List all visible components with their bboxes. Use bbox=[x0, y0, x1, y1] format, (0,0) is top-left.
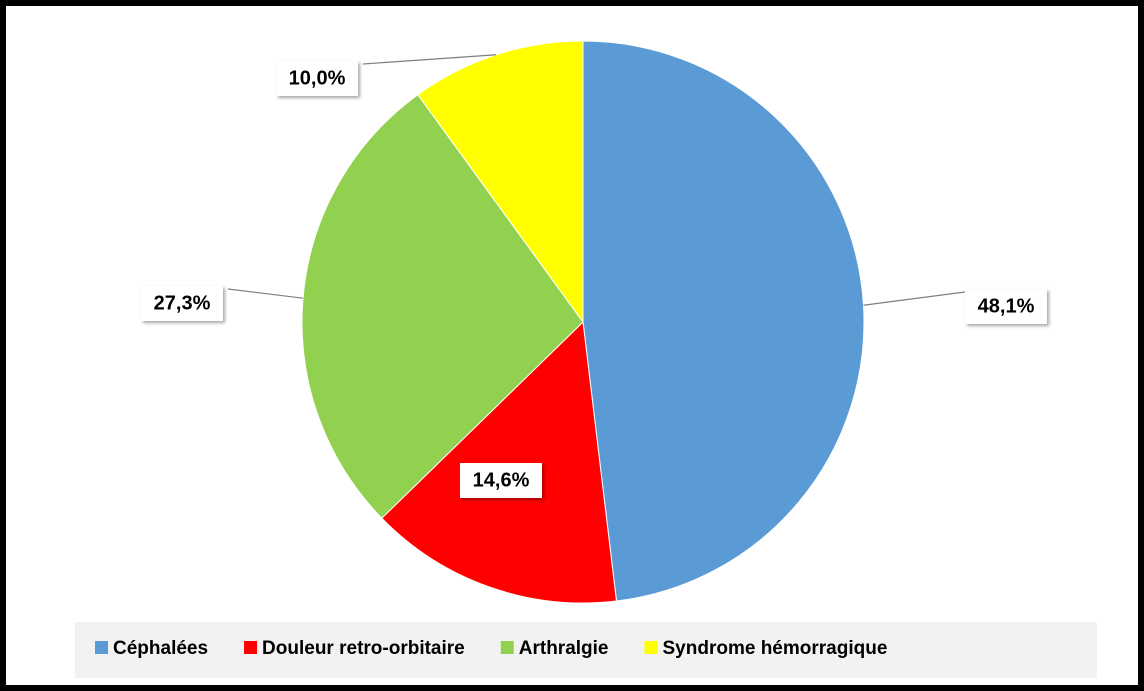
legend-swatch bbox=[244, 641, 258, 654]
pie-slice bbox=[301, 93, 584, 519]
data-label-box bbox=[141, 286, 223, 321]
legend-swatch bbox=[644, 641, 658, 654]
leader-line bbox=[863, 291, 966, 306]
data-label-box bbox=[460, 463, 542, 498]
legend-label: Syndrome hémorragique bbox=[663, 638, 888, 659]
pie-slice bbox=[582, 40, 865, 602]
legend-label: Céphalées bbox=[113, 638, 208, 659]
pie-slice bbox=[381, 320, 618, 604]
legend-swatch bbox=[95, 641, 108, 654]
data-label: 27,3% bbox=[154, 292, 211, 314]
data-label-box bbox=[276, 61, 358, 96]
data-label: 10,0% bbox=[289, 67, 346, 89]
legend-swatch bbox=[500, 641, 514, 654]
data-label-box bbox=[965, 289, 1047, 324]
leader-line bbox=[362, 54, 497, 65]
pie-slice bbox=[417, 40, 584, 324]
legend-label: Douleur retro-orbitaire bbox=[262, 638, 465, 659]
data-label: 48,1% bbox=[978, 295, 1035, 317]
leader-line bbox=[227, 288, 304, 299]
legend-label: Arthralgie bbox=[519, 638, 609, 659]
data-label: 14,6% bbox=[473, 469, 530, 491]
